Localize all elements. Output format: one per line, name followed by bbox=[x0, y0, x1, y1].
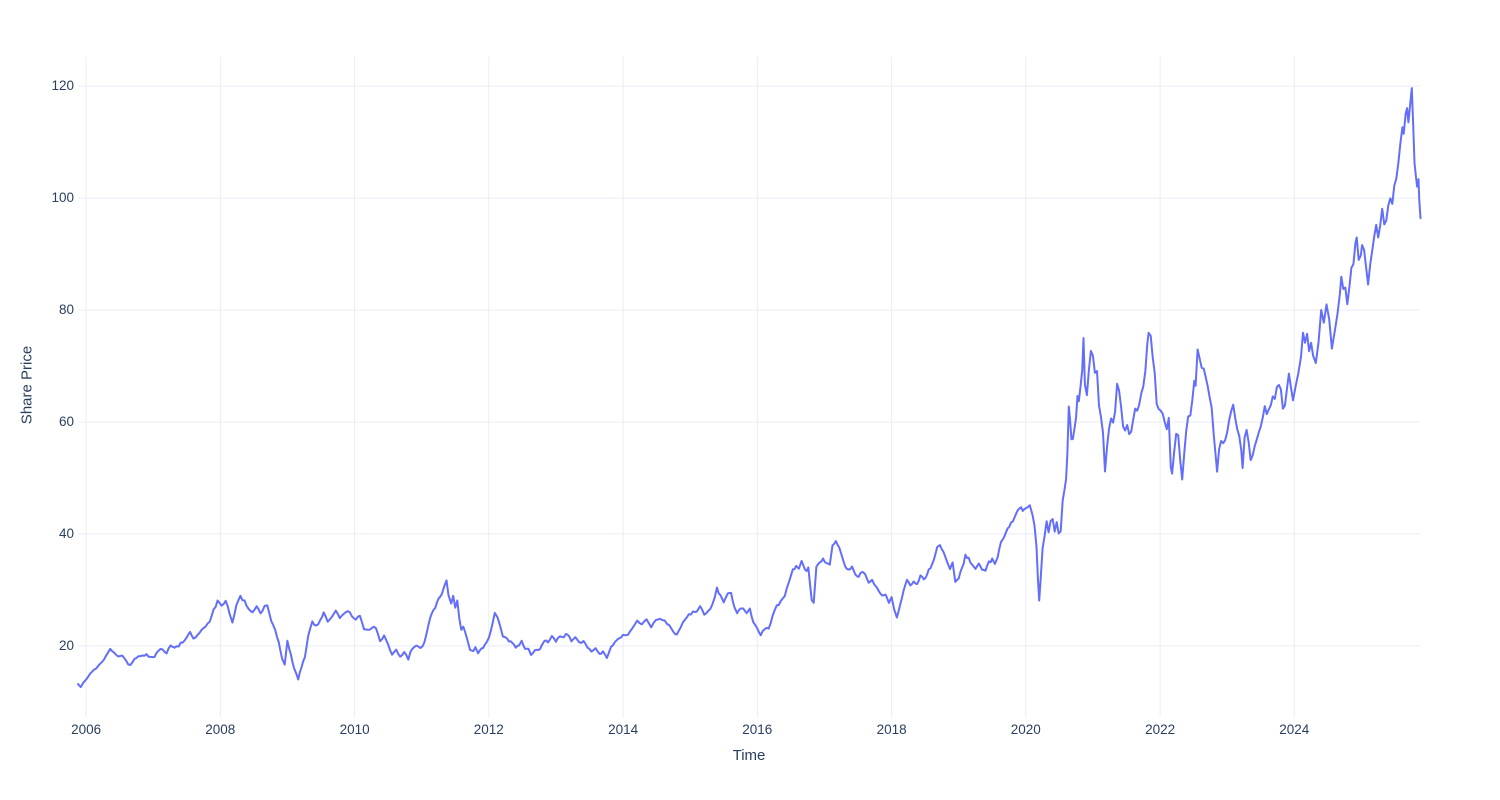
y-tick-label: 80 bbox=[58, 302, 74, 317]
x-tick-label: 2016 bbox=[742, 722, 773, 737]
share-price-line bbox=[77, 87, 1422, 689]
x-tick-label: 2020 bbox=[1010, 722, 1041, 737]
gridlines bbox=[78, 57, 1421, 717]
x-tick-label: 2024 bbox=[1279, 722, 1310, 737]
x-tick-label: 2010 bbox=[339, 722, 370, 737]
x-tick-label: 2008 bbox=[205, 722, 236, 737]
x-tick-label: 2014 bbox=[608, 722, 639, 737]
x-tick-label: 2006 bbox=[71, 722, 102, 737]
y-tick-label: 20 bbox=[58, 637, 74, 653]
y-tick-label: 120 bbox=[51, 78, 74, 94]
y-tick-label: 40 bbox=[58, 525, 74, 541]
y-axis-title: Share Price bbox=[18, 345, 36, 425]
y-tick-label: 100 bbox=[51, 190, 74, 206]
x-tick-label: 2012 bbox=[473, 722, 504, 737]
price-line-series bbox=[77, 87, 1422, 689]
x-axis-title: Time bbox=[732, 747, 766, 764]
y-tick-label: 60 bbox=[58, 414, 74, 429]
x-tick-label: 2022 bbox=[1145, 722, 1176, 737]
x-tick-label: 2018 bbox=[876, 722, 907, 737]
